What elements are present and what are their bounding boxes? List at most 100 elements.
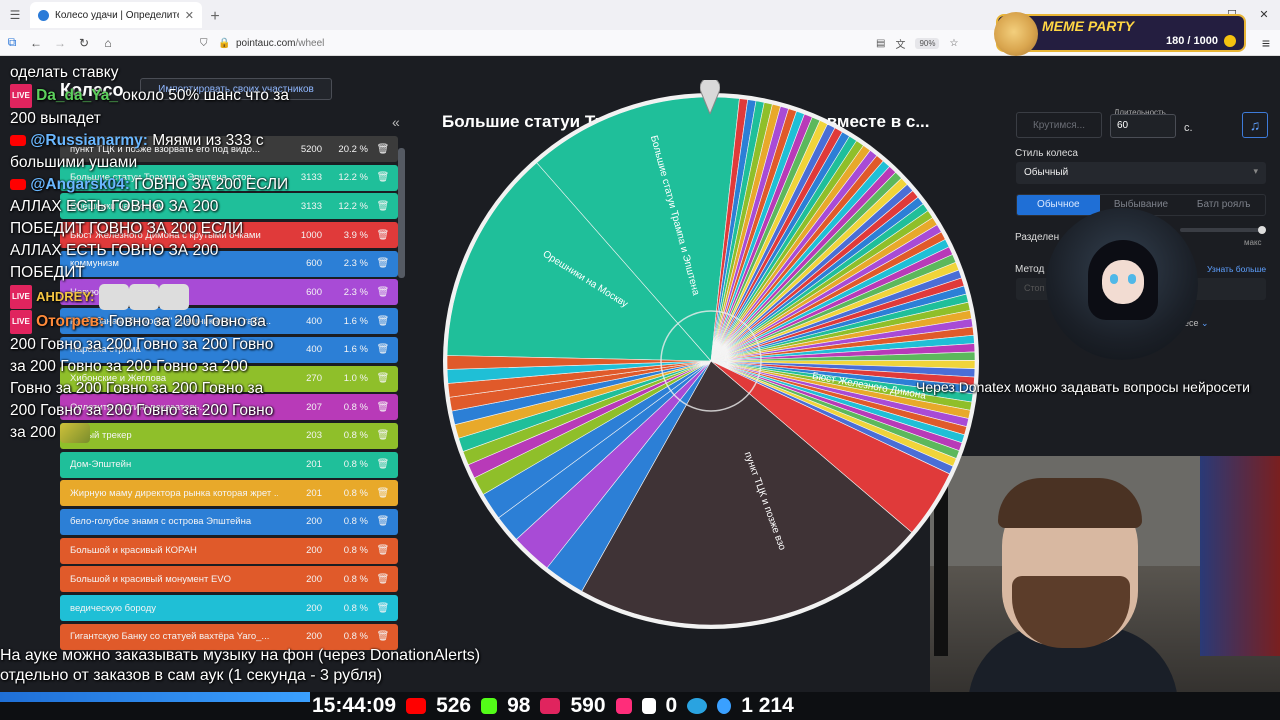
close-window-icon[interactable]: ✕ — [1259, 9, 1269, 21]
bookmark-star-icon[interactable]: ☆ — [949, 37, 959, 49]
trash-icon[interactable]: 🗑 — [376, 200, 390, 212]
trash-icon[interactable]: 🗑 — [376, 487, 390, 499]
stats-bar — [0, 692, 1280, 720]
participant-row[interactable]: Нарезка стрима 400 1.6 % 🗑 — [60, 336, 398, 363]
new-tab-button[interactable]: + — [210, 8, 220, 25]
home-icon[interactable]: ⌂ — [104, 35, 112, 50]
reader-icon[interactable]: ▤ — [876, 37, 886, 49]
donatex-banner: Через Donatex можно задавать вопросы ней… — [916, 379, 1250, 395]
participant-row[interactable]: коммунизм 600 2.3 % 🗑 — [60, 250, 398, 277]
zoom-badge[interactable]: 90% — [915, 37, 940, 49]
trash-icon[interactable]: 🗑 — [376, 315, 390, 327]
participant-percent: 2.3 % — [343, 286, 368, 298]
trash-icon[interactable]: 🗑 — [376, 172, 390, 184]
mode-elimination[interactable]: Выбывание — [1113, 199, 1169, 210]
wheel-slice — [446, 355, 712, 370]
import-participants-button[interactable]: Импортировать своих участников — [140, 78, 332, 100]
participant-row[interactable]: Гигантскую Банку со статуей вахтёра Yaro… — [60, 623, 398, 650]
fortune-wheel[interactable]: Большие статуи Трампа и Эпштена Орешники … — [440, 90, 982, 632]
mode-battle-royale[interactable]: Батл роялъ — [1196, 199, 1251, 210]
slider-knob[interactable] — [1258, 226, 1266, 234]
participant-row[interactable]: Разбебаная "банковая" орешниками, с табл… — [60, 308, 398, 335]
mode-normal[interactable]: Обычное — [1017, 195, 1100, 215]
spin-button[interactable]: Крутимся... — [1016, 112, 1102, 138]
participant-row[interactable]: пункт ТЦК и позже взорвать его под видо.… — [60, 136, 398, 162]
participant-row[interactable]: Большой и красивый монумент EVO 200 0.8 % 🗑 — [60, 566, 398, 593]
participant-amount: 3133 — [300, 200, 322, 212]
trash-icon[interactable]: 🗑 — [376, 344, 390, 356]
participant-row[interactable]: Жирную маму директора рынка которая жрет… — [60, 480, 398, 507]
participant-row[interactable]: Новый трекер 203 0.8 % 🗑 — [60, 422, 398, 449]
trash-icon[interactable]: 🗑 — [376, 430, 390, 442]
vkplay-count: 590 — [570, 694, 606, 717]
participant-row[interactable]: ведическую бороду 200 0.8 % 🗑 — [60, 595, 398, 621]
tab-list-icon[interactable]: ☰ — [9, 8, 21, 22]
favicon-icon — [38, 9, 49, 21]
music-icon[interactable]: ♫ — [1242, 112, 1268, 138]
participant-row[interactable]: бело-голубое знамя с острова Эпштейна 200… — [60, 508, 398, 535]
url-path: /wheel — [295, 37, 325, 49]
vk-live-icon: LIVE — [10, 84, 32, 108]
learn-more-link[interactable]: Узнать больше — [1207, 264, 1267, 274]
participant-row[interactable]: Хибонские и Жеглова 270 1.0 % 🗑 — [60, 365, 398, 392]
participant-row[interactable]: Оплатить хостинг показатель... 207 0.8 % 🗑 — [60, 394, 398, 421]
trash-icon[interactable]: 🗑 — [376, 258, 390, 270]
chat-message: @Russianarmy: Мяями из 333 с большими уш… — [10, 130, 290, 174]
participant-percent: 0.8 % — [343, 573, 368, 585]
translate-icon[interactable]: 文 — [895, 39, 906, 51]
back-icon[interactable]: ← — [30, 35, 42, 50]
browser-tab[interactable]: Колесо удачи | Определите п ✕ — [30, 2, 202, 28]
trash-icon[interactable]: 🗑 — [376, 143, 390, 155]
trash-icon[interactable]: 🗑 — [376, 229, 390, 241]
reload-icon[interactable]: ↻ — [78, 35, 90, 50]
participant-row[interactable]: Дом-Эпштейн 201 0.8 % 🗑 — [60, 451, 398, 478]
trash-icon[interactable]: 🗑 — [376, 459, 390, 471]
participant-name: Жирную маму директора рынка которая жрет… — [70, 487, 278, 499]
telegram-count: 1 214 — [741, 694, 794, 717]
wheel-slice — [581, 360, 913, 626]
lock-icon: 🔒 — [218, 37, 231, 49]
chat-message: @Angarsk04: ГОВНО ЗА 200 ЕСЛИ АЛЛАХ ЕСТЬ… — [10, 174, 290, 284]
chat-user: Da_da_Ya_ — [36, 87, 118, 105]
trash-icon[interactable]: 🗑 — [376, 573, 390, 585]
sidebar-toggle-icon[interactable]: ⧉ — [7, 35, 17, 49]
chat-user: Отогрев: — [36, 313, 105, 331]
participant-amount: 203 — [306, 430, 322, 442]
wheel-slices — [446, 96, 976, 626]
trash-icon[interactable]: 🗑 — [376, 545, 390, 557]
participant-amount: 600 — [306, 258, 322, 270]
participant-percent: 1.6 % — [343, 344, 368, 356]
settings-hint: есе ⌄ — [1184, 318, 1209, 329]
trash-icon[interactable]: 🗑 — [376, 286, 390, 298]
participant-percent: 0.8 % — [343, 401, 368, 413]
trash-icon[interactable]: 🗑 — [376, 631, 390, 643]
emote-icon — [98, 284, 129, 310]
menu-icon[interactable]: ≡ — [1261, 35, 1270, 51]
wheel-style-select[interactable]: Обычный ▾ — [1016, 162, 1266, 184]
participant-row[interactable]: Бюст Железного Димона с крутыми очками 10… — [60, 222, 398, 249]
collapse-icon[interactable]: « — [392, 114, 400, 130]
participant-row[interactable]: Большой и красивый КОРАН 200 0.8 % 🗑 — [60, 537, 398, 564]
participant-amount: 200 — [306, 516, 322, 528]
trash-icon[interactable]: 🗑 — [376, 602, 390, 614]
clock: 15:44:09 — [312, 694, 397, 717]
participant-row[interactable]: Большие статуи Трампа и Эпштена, стоя...… — [60, 164, 398, 191]
close-tab-icon[interactable]: ✕ — [184, 9, 194, 22]
scrollbar[interactable] — [398, 148, 405, 278]
participant-name: коммунизм — [70, 258, 119, 270]
webcam-beard — [1012, 576, 1130, 648]
participant-name: бело-голубое знамя с острова Эпштейна — [70, 516, 252, 528]
participant-row[interactable]: Орешники на Москву 3133 12.2 % 🗑 — [60, 193, 398, 220]
wheel-svg: Большие статуи Трампа и ЭпштенаОрешники … — [443, 93, 979, 629]
duration-input[interactable]: 60 — [1110, 114, 1176, 138]
wheel-pointer-icon — [700, 80, 720, 114]
forward-icon[interactable]: → — [54, 35, 66, 50]
divide-slider[interactable] — [1180, 226, 1266, 234]
trash-icon[interactable]: 🗑 — [376, 516, 390, 528]
participant-percent: 0.8 % — [343, 459, 368, 471]
participant-amount: 600 — [306, 286, 322, 298]
shield-icon: ⛉ — [200, 37, 208, 49]
trash-icon[interactable]: 🗑 — [376, 373, 390, 384]
address-bar[interactable]: ⛉ 🔒 pointauc.com/wheel — [200, 33, 968, 53]
trash-icon[interactable]: 🗑 — [376, 401, 390, 413]
